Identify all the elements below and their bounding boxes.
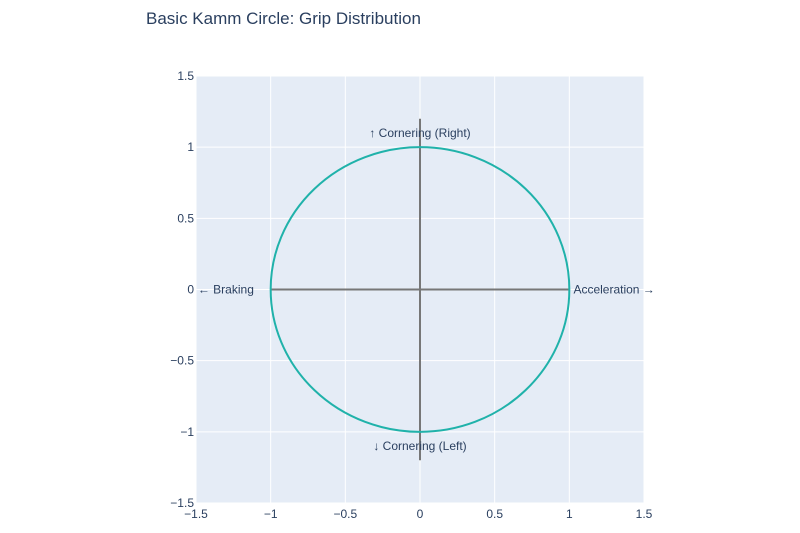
y-tick-label: 1	[187, 140, 194, 154]
circle-series	[269, 146, 571, 433]
x-tick-label: −1.5	[184, 507, 208, 521]
y-tick-label: −1	[180, 425, 194, 439]
x-tick-label: −1	[264, 507, 278, 521]
y-tick-label: 1.5	[177, 69, 194, 83]
annotation-label: Acceleration →	[573, 283, 654, 297]
x-tick-label: 0	[417, 507, 424, 521]
chart-title: Basic Kamm Circle: Grip Distribution	[146, 9, 421, 28]
x-tick-label: −0.5	[333, 507, 357, 521]
annotations: Acceleration → ← Braking ↑ Cornering (Righ…	[198, 126, 655, 453]
x-tick-label: 1.5	[636, 507, 653, 521]
y-tick-label: −0.5	[170, 354, 194, 368]
annotation-label: ↑ Cornering (Right)	[369, 126, 470, 140]
y-tick-label: 0	[187, 283, 194, 297]
axis-lines	[270, 118, 570, 461]
y-tick-label: 0.5	[177, 211, 194, 225]
annotation-label: ↓ Cornering (Left)	[373, 439, 466, 453]
x-tick-label: 1	[566, 507, 573, 521]
grip-circle	[269, 146, 571, 433]
x-tick-labels: −1.5 −1 −0.5 0 0.5 1 1.5	[184, 507, 653, 521]
annotation-label: ← Braking	[198, 283, 254, 297]
y-tick-labels: −1.5 −1 −0.5 0 0.5 1 1.5	[170, 69, 194, 510]
y-tick-label: −1.5	[170, 496, 194, 510]
x-tick-label: 0.5	[486, 507, 503, 521]
